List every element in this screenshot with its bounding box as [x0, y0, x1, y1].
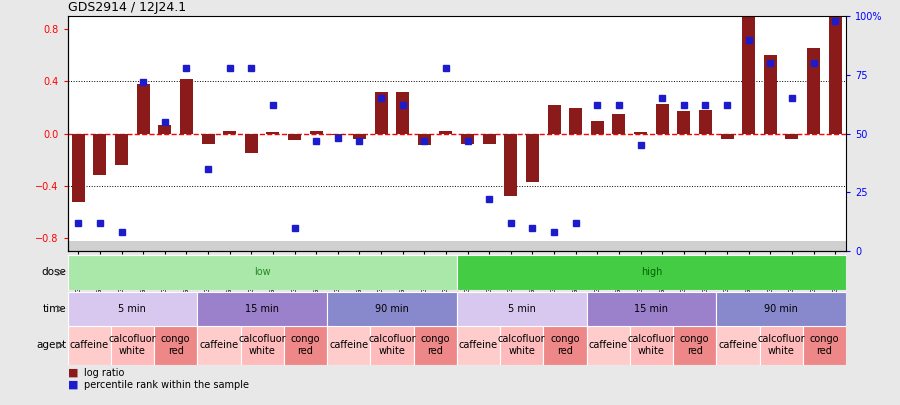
- Bar: [504, 134, 518, 196]
- Bar: [353, 134, 366, 139]
- Text: caffeine: caffeine: [329, 340, 368, 350]
- Bar: [547, 105, 561, 134]
- Bar: [526, 134, 539, 182]
- Text: calcofluor
white: calcofluor white: [109, 335, 157, 356]
- Text: low: low: [254, 267, 270, 277]
- Bar: [544, 326, 587, 364]
- Bar: [612, 114, 625, 134]
- Text: 5 min: 5 min: [508, 304, 536, 314]
- Text: caffeine: caffeine: [589, 340, 627, 350]
- Text: GDS2914 / 12J24.1: GDS2914 / 12J24.1: [68, 1, 185, 14]
- Bar: [68, 292, 197, 326]
- Bar: [180, 79, 193, 134]
- Bar: [396, 92, 410, 134]
- Bar: [327, 292, 456, 326]
- Bar: [456, 326, 500, 364]
- Bar: [630, 326, 673, 364]
- Text: ■: ■: [68, 368, 78, 377]
- Bar: [413, 326, 456, 364]
- Text: high: high: [641, 267, 662, 277]
- Bar: [461, 134, 474, 144]
- Text: calcofluor
white: calcofluor white: [627, 335, 675, 356]
- Text: time: time: [43, 304, 67, 314]
- Bar: [721, 134, 734, 139]
- Bar: [202, 134, 214, 144]
- Text: calcofluor
white: calcofluor white: [757, 335, 805, 356]
- Text: log ratio: log ratio: [84, 368, 124, 377]
- Bar: [482, 134, 496, 144]
- Bar: [197, 326, 240, 364]
- Bar: [111, 326, 154, 364]
- Bar: [331, 134, 345, 135]
- Bar: [327, 326, 370, 364]
- Bar: [94, 134, 106, 175]
- Bar: [68, 241, 846, 251]
- Bar: [288, 134, 301, 140]
- Text: congo
red: congo red: [291, 335, 320, 356]
- Bar: [68, 255, 456, 290]
- Bar: [115, 134, 128, 165]
- Text: congo
red: congo red: [810, 335, 839, 356]
- Bar: [456, 292, 587, 326]
- Bar: [158, 124, 171, 134]
- Text: 90 min: 90 min: [375, 304, 409, 314]
- Bar: [439, 131, 453, 134]
- Bar: [137, 84, 149, 134]
- Text: 5 min: 5 min: [119, 304, 147, 314]
- Text: caffeine: caffeine: [199, 340, 238, 350]
- Text: agent: agent: [36, 340, 67, 350]
- Bar: [742, 10, 755, 134]
- Text: dose: dose: [41, 267, 67, 277]
- Bar: [699, 110, 712, 134]
- Bar: [154, 326, 197, 364]
- Bar: [72, 134, 85, 202]
- Bar: [716, 292, 846, 326]
- Text: percentile rank within the sample: percentile rank within the sample: [84, 380, 248, 390]
- Bar: [656, 104, 669, 134]
- Bar: [587, 326, 630, 364]
- Bar: [807, 47, 820, 134]
- Bar: [760, 326, 803, 364]
- Bar: [240, 326, 284, 364]
- Bar: [310, 131, 323, 134]
- Bar: [284, 326, 327, 364]
- Text: 90 min: 90 min: [764, 304, 798, 314]
- Bar: [266, 132, 279, 134]
- Bar: [68, 326, 111, 364]
- Text: caffeine: caffeine: [718, 340, 758, 350]
- Bar: [418, 134, 431, 145]
- Bar: [786, 134, 798, 139]
- Text: ■: ■: [68, 380, 78, 390]
- Text: 15 min: 15 min: [245, 304, 279, 314]
- Bar: [197, 292, 327, 326]
- Text: calcofluor
white: calcofluor white: [368, 335, 416, 356]
- Text: congo
red: congo red: [161, 335, 191, 356]
- Text: caffeine: caffeine: [69, 340, 109, 350]
- Bar: [764, 55, 777, 134]
- Bar: [634, 132, 647, 134]
- Text: congo
red: congo red: [680, 335, 709, 356]
- Bar: [370, 326, 413, 364]
- Bar: [456, 255, 846, 290]
- Bar: [829, 6, 842, 134]
- Bar: [678, 111, 690, 134]
- Text: congo
red: congo red: [420, 335, 450, 356]
- Bar: [716, 326, 760, 364]
- Text: caffeine: caffeine: [459, 340, 498, 350]
- Bar: [245, 134, 257, 153]
- Bar: [590, 121, 604, 134]
- Text: 15 min: 15 min: [634, 304, 669, 314]
- Text: calcofluor
white: calcofluor white: [238, 335, 286, 356]
- Bar: [500, 326, 544, 364]
- Bar: [569, 108, 582, 134]
- Text: congo
red: congo red: [550, 335, 580, 356]
- Bar: [223, 131, 236, 134]
- Bar: [803, 326, 846, 364]
- Text: calcofluor
white: calcofluor white: [498, 335, 545, 356]
- Bar: [673, 326, 716, 364]
- Bar: [587, 292, 716, 326]
- Bar: [374, 92, 388, 134]
